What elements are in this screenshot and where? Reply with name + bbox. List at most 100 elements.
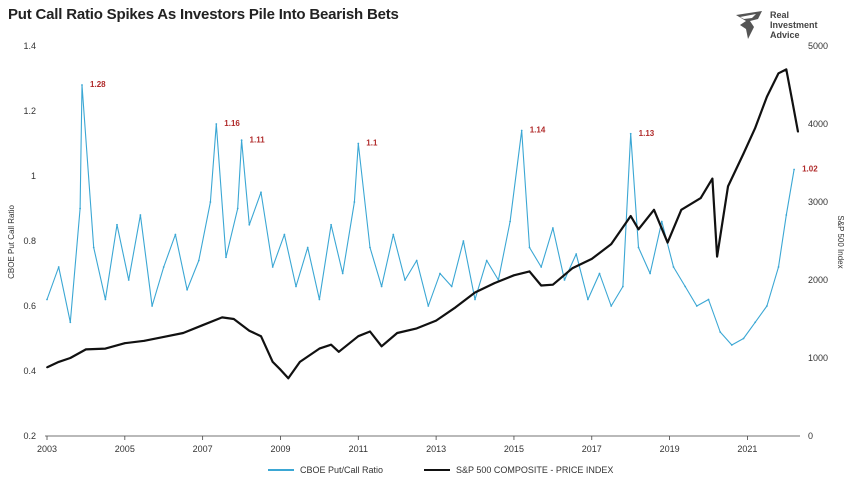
put-call-ratio-line-point [754,321,757,324]
put-call-ratio-line-point [719,331,722,333]
sp500-line-point [513,274,515,277]
sp500-line-point [415,327,418,330]
left-tick-label: 0.2 [23,431,36,441]
sp500-line-point [711,177,714,180]
put-call-ratio-line-point [236,207,239,210]
sp500-line-point [637,228,640,231]
put-call-ratio-line-point [295,285,297,288]
spike-annotation: 1.11 [250,135,266,144]
put-call-ratio-line-point [450,285,453,288]
put-call-ratio-line-point [127,279,130,281]
sp500-line-point [680,208,683,211]
put-call-ratio-line-point [260,191,262,194]
put-call-ratio-line-point [271,266,274,268]
sp500-line-point [791,99,794,102]
legend-label-sp500: S&P 500 COMPOSITE - PRICE INDEX [456,465,614,475]
legend-swatch-sp500 [424,469,450,471]
put-call-ratio-line-point [587,298,589,301]
x-tick-label: 2007 [193,444,213,454]
legend-swatch-put-call [268,469,294,471]
put-call-ratio-line-point [353,201,356,203]
right-tick-label: 0 [808,431,813,441]
sp500-line-point [248,329,251,332]
sp500-line-point [590,258,593,260]
put-call-ratio-line-point [777,266,780,268]
spike-annotation: 1.13 [639,129,655,138]
put-call-ratio-line-point [369,246,371,249]
right-tick-label: 3000 [808,197,828,207]
left-tick-label: 1 [31,171,36,181]
sp500-line-point [69,357,72,359]
logo-line: Advice [770,30,800,40]
spike-annotation: 1.28 [90,80,106,89]
sp500-line-point [271,361,274,363]
put-call-ratio-line-point [380,285,383,288]
sp500-line-point [330,343,332,346]
put-call-ratio-line-point [46,298,48,301]
sp500-line-point [201,324,204,327]
sp500-line-point [653,208,655,211]
put-call-ratio-line-point [598,272,601,275]
sp500-line-point [474,291,476,294]
sp500-line-point [754,127,757,129]
sp500-line-point [46,366,48,369]
put-call-ratio-line-point [540,266,543,268]
left-tick-label: 1.4 [23,41,36,51]
legend-item-put-call: CBOE Put/Call Ratio [268,462,383,478]
legend: CBOE Put/Call Ratio S&P 500 COMPOSITE - … [0,462,848,478]
spike-annotation: 1.02 [802,165,818,174]
sp500-line [46,68,800,380]
right-tick-label: 4000 [808,119,828,129]
put-call-ratio-line-point [318,298,321,301]
put-call-ratio-line-point [610,305,613,307]
put-call-ratio-line-point [139,214,142,216]
put-call-ratio-line-point [209,201,212,203]
put-call-ratio-line-point [162,266,165,268]
put-call-ratio-line-point [283,233,286,236]
spike-annotation: 1.1 [366,139,378,148]
put-call-ratio-line-point [793,168,795,171]
put-call-ratio-line-point [575,253,578,255]
chart: 2003 2005 2007 2009 2011 2013 2015 2017 2019 2021… [7,41,845,454]
put-call-ratio-line-point [528,246,531,249]
right-tick-label: 2000 [808,275,828,285]
sp500-line-point [540,284,543,287]
logo-text: Real Investment Advice [770,10,818,40]
sp500-line-point [357,335,360,338]
left-tick-label: 0.8 [23,236,36,246]
put-call-ratio-line-point [357,142,360,145]
put-call-ratio-line [46,84,795,346]
put-call-ratio-line-point [330,223,332,226]
put-call-ratio-line-point [462,240,465,242]
chart-title: Put Call Ratio Spikes As Investors Pile … [8,6,399,23]
sp500-line-point [221,316,224,319]
x-tick-label: 2003 [37,444,57,454]
right-axis-ticks: 0 1000 2000 3000 4000 5000 [808,41,828,441]
logo: Real Investment Advice [734,9,839,43]
sp500-line-point [232,318,235,320]
put-call-ratio-line-point [81,84,83,86]
put-call-ratio-line-point [649,272,651,275]
put-call-ratio-line-point [695,305,698,307]
put-call-ratio-line-point [629,132,632,135]
sp500-line-point [85,348,87,351]
x-axis-ticks: 2003 2005 2007 2009 2011 2013 2015 2017 2019 2021 [37,436,757,454]
sp500-line-point [369,330,371,333]
put-call-ratio-line-point [563,279,566,281]
sp500-line-point [742,152,745,155]
put-call-ratio-line-point [766,305,768,307]
left-tick-label: 0.4 [23,366,36,376]
sp500-line-point [777,72,780,75]
left-axis-title: CBOE Put Call Ratio [7,205,16,279]
sp500-line-point [766,95,768,98]
put-call-ratio-line-point [240,139,243,142]
sp500-line-point [260,335,262,338]
put-call-ratio-line-point [79,207,81,210]
sp500-line-point [727,185,729,188]
sp500-line-point [380,345,383,348]
put-call-ratio-line-point [225,256,227,259]
put-call-ratio-line-point [509,220,511,223]
eagle-logo-icon [736,11,762,39]
left-tick-label: 1.2 [23,106,36,116]
right-axis-title: S&P 500 Index [836,215,845,268]
